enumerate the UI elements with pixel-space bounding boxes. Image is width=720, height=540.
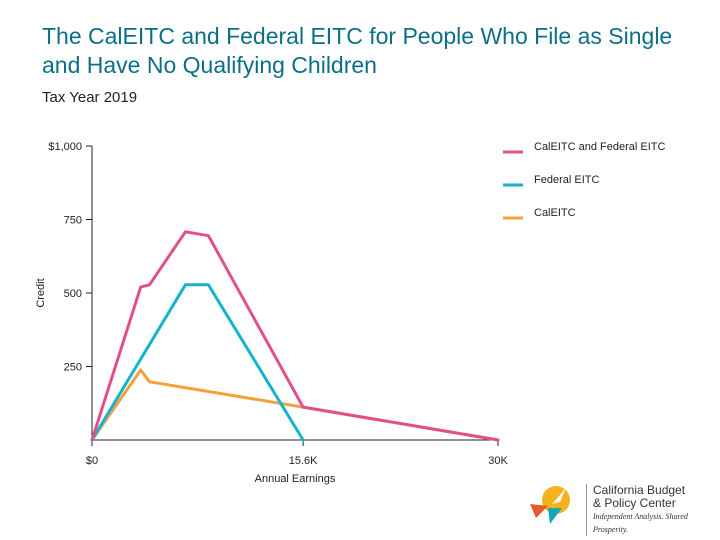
logo-name-line-2: & Policy Center [593,496,676,510]
organization-logo: California Budget & Policy Center Indepe… [526,478,716,536]
y-ticks: 250 500 750 $1,000 [48,141,92,374]
chart-subtitle: Tax Year 2019 [42,89,138,106]
y-tick-label-0: 250 [64,362,82,374]
x-tick-label-1: 15.6K [289,455,318,467]
x-tick-label-0: $0 [86,455,98,467]
legend-label-0: CalEITC and Federal EITC [534,141,665,153]
y-tick-label-2: 750 [64,215,82,227]
y-tick-label-3: $1,000 [48,141,82,153]
series-layer [90,230,500,442]
sun-logo-icon [530,486,570,524]
series-line-1 [90,283,305,442]
chart-title: The CalEITC and Federal EITC for People … [42,23,673,78]
series-line-0 [90,230,500,442]
x-ticks: $0 15.6K 30K [86,440,508,467]
y-axis-title: Credit [35,278,47,307]
logo-name-line-1: California Budget [593,483,686,497]
x-axis-title: Annual Earnings [255,473,336,485]
y-tick-label-1: 500 [64,288,82,300]
x-tick-label-2: 30K [488,455,508,467]
legend-label-2: CalEITC [534,207,576,219]
logo-tagline: Independent Analysis. Shared Prosperity. [593,512,688,534]
legend-label-1: Federal EITC [534,174,599,186]
legend: CalEITC and Federal EITC Federal EITC CalE… [503,141,665,220]
